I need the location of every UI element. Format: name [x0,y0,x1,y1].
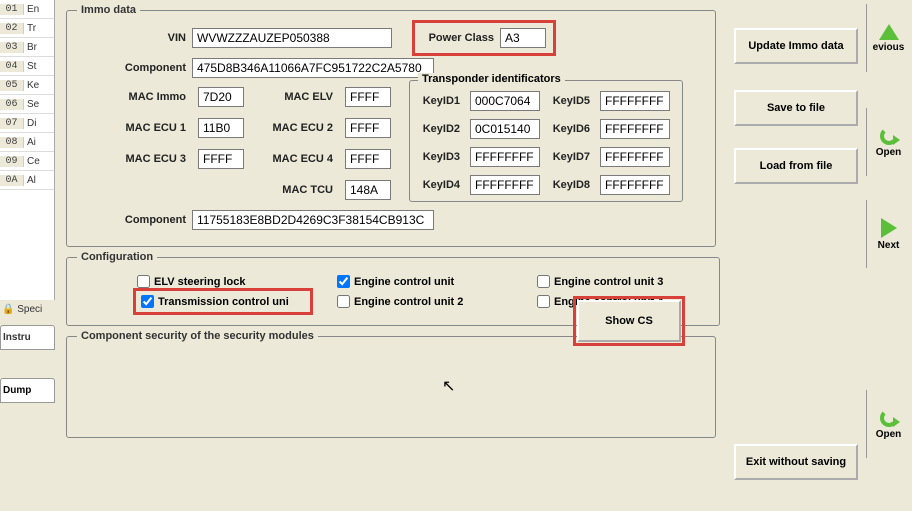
mac-tcu-label: MAC TCU [254,184,339,196]
main-pane: Immo data VIN Power Class Component [62,0,720,509]
update-immo-button[interactable]: Update Immo data [734,28,858,64]
list-item[interactable]: 07Di [0,114,54,133]
mac-ecu2-input[interactable] [345,118,391,138]
power-class-input[interactable] [500,28,546,48]
previous-button[interactable]: evious [866,4,910,72]
open-label: Open [876,429,902,440]
mac-ecu4-label: MAC ECU 4 [254,153,339,165]
keyid6-label: KeyID6 [548,123,596,135]
keyid4-input[interactable] [470,175,540,195]
left-bottom-panel: 🔒 Speci Instru Dump [0,300,55,403]
keyid1-input[interactable] [470,91,540,111]
mac-elv-label: MAC ELV [254,91,339,103]
mac-tcu-input[interactable] [345,180,391,200]
arrow-right-icon [881,218,897,238]
save-to-file-button[interactable]: Save to file [734,90,858,126]
component2-label: Component [77,214,192,226]
keyid3-label: KeyID3 [418,151,466,163]
list-item[interactable]: 02Tr [0,19,54,38]
list-item[interactable]: 05Ke [0,76,54,95]
right-button-column: Update Immo data Save to file Load from … [728,0,910,509]
keyid5-label: KeyID5 [548,95,596,107]
open-button-1[interactable]: Open [866,108,910,176]
ecu-checkbox[interactable]: Engine control unit [337,275,509,288]
list-item[interactable]: 01En [0,0,54,19]
load-from-file-button[interactable]: Load from file [734,148,858,184]
keyid1-label: KeyID1 [418,95,466,107]
open-icon [880,127,898,145]
component-security-group: Component security of the security modul… [66,330,716,438]
mac-immo-label: MAC Immo [77,91,192,103]
tab-instrument[interactable]: Instru [0,325,55,350]
list-item[interactable]: 06Se [0,95,54,114]
keyid5-input[interactable] [600,91,670,111]
arrow-up-icon [879,24,899,40]
ecu3-checkbox[interactable]: Engine control unit 3 [537,275,709,288]
list-item[interactable]: 04St [0,57,54,76]
open-label: Open [876,147,902,158]
show-cs-button[interactable]: Show CS [577,300,681,342]
keyid4-label: KeyID4 [418,179,466,191]
list-item[interactable]: 09Ce [0,152,54,171]
transponder-legend: Transponder identificators [418,73,565,85]
left-module-list: 01En 02Tr 03Br 04St 05Ke 06Se 07Di 08Ai … [0,0,55,300]
mac-ecu1-label: MAC ECU 1 [77,122,192,134]
vin-label: VIN [77,32,192,44]
keyid8-input[interactable] [600,175,670,195]
immo-data-group: Immo data VIN Power Class Component [66,4,716,247]
next-label: Next [878,240,900,251]
power-class-label: Power Class [422,32,500,44]
mac-ecu2-label: MAC ECU 2 [254,122,339,134]
list-item[interactable]: 03Br [0,38,54,57]
previous-label: evious [873,42,905,53]
vin-input[interactable] [192,28,392,48]
keyid2-input[interactable] [470,119,540,139]
component1-input[interactable] [192,58,434,78]
ecu2-checkbox[interactable]: Engine control unit 2 [337,295,509,308]
keyid8-label: KeyID8 [548,179,596,191]
keyid2-label: KeyID2 [418,123,466,135]
component2-input[interactable] [192,210,434,230]
config-legend: Configuration [77,251,157,263]
mac-ecu4-input[interactable] [345,149,391,169]
keyid7-label: KeyID7 [548,151,596,163]
mac-ecu3-input[interactable] [198,149,244,169]
next-button[interactable]: Next [866,200,910,268]
immo-legend: Immo data [77,4,140,16]
elv-checkbox[interactable]: ELV steering lock [137,275,309,288]
transponder-group: Transponder identificators KeyID1 KeyID5… [409,80,683,202]
mac-immo-input[interactable] [198,87,244,107]
special-label: 🔒 Speci [0,300,55,319]
mac-ecu3-label: MAC ECU 3 [77,153,192,165]
keyid3-input[interactable] [470,147,540,167]
mac-ecu1-input[interactable] [198,118,244,138]
open-icon [880,409,898,427]
keyid6-input[interactable] [600,119,670,139]
list-item[interactable]: 08Ai [0,133,54,152]
exit-without-saving-button[interactable]: Exit without saving [734,444,858,480]
component-label: Component [77,62,192,74]
keyid7-input[interactable] [600,147,670,167]
transmission-checkbox[interactable]: Transmission control uni [137,292,309,311]
tab-dump[interactable]: Dump [0,378,55,403]
open-button-2[interactable]: Open [866,390,910,458]
list-item[interactable]: 0AAl [0,171,54,190]
cs-legend: Component security of the security modul… [77,330,318,342]
mac-elv-input[interactable] [345,87,391,107]
